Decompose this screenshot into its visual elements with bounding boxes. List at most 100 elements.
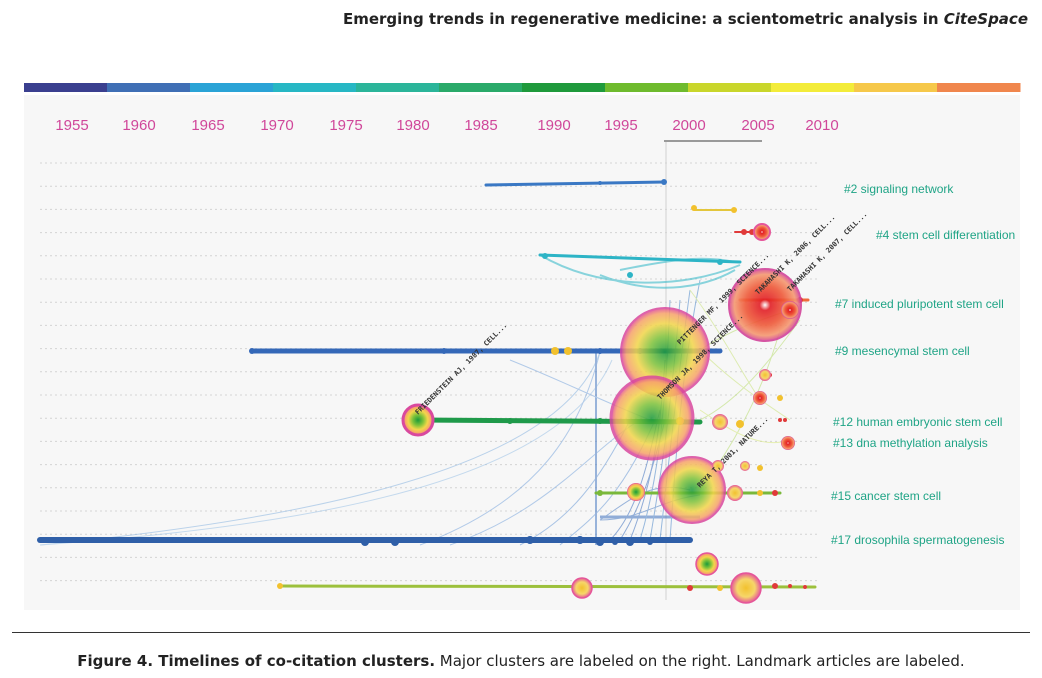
color-spectrum-bar (24, 83, 1021, 92)
year-label: 1995 (604, 117, 637, 134)
timeline-guides (40, 162, 820, 582)
spectrum-segment (605, 83, 689, 92)
node-row14 (712, 460, 724, 472)
node-cancer-large (658, 456, 726, 524)
node-dot (507, 418, 513, 424)
node-dot (662, 537, 668, 543)
year-axis: 1955 1960 1965 1970 1975 1980 1985 1990 1995 2000… (55, 117, 838, 134)
spectrum-segment (24, 83, 108, 92)
node-row18 (695, 552, 719, 576)
node-dot (597, 348, 603, 354)
node-iPSC-large (728, 268, 802, 342)
spectrum-segment (190, 83, 274, 92)
node-dot (783, 418, 787, 422)
spectrum-segment (439, 83, 523, 92)
caption-text: Major clusters are labeled on the right.… (435, 652, 965, 670)
node-dot (772, 490, 778, 496)
node-embryo-med (712, 414, 728, 430)
line-cluster-2 (484, 180, 666, 187)
node-dot (598, 181, 602, 185)
cluster-label: #13 dna methylation analysis (833, 436, 988, 450)
cluster-label: #7 induced pluripotent stem cell (835, 297, 1004, 311)
node-dot (717, 585, 723, 591)
node-dots (38, 179, 807, 591)
timeline-figure: 1955 1960 1965 1970 1975 1980 1985 1990 1995 2000… (24, 83, 1021, 604)
node-dot (788, 584, 792, 588)
caption-rule (12, 632, 1030, 633)
node-friedenstein (401, 403, 435, 437)
node-dot (551, 347, 559, 355)
node-dot (597, 418, 603, 424)
node-dot (38, 538, 42, 542)
node-dot (526, 536, 534, 544)
node-dna-meth (781, 436, 795, 450)
node-row11 (753, 391, 767, 405)
spectrum-segment (937, 83, 1021, 92)
spectrum-segment (356, 83, 440, 92)
node-dot (736, 420, 744, 428)
spectrum-segment (273, 83, 357, 92)
node-dot (741, 229, 747, 235)
node-dot (757, 490, 763, 496)
line-cluster-19 (278, 584, 817, 589)
header-title: Emerging trends in regenerative medicine… (343, 10, 1028, 28)
node-dot (803, 585, 807, 589)
year-label: 2000 (672, 117, 705, 134)
node-dot (687, 585, 693, 591)
node-dot (647, 539, 653, 545)
cluster-label: #4 stem cell differentiation (876, 228, 1015, 242)
spectrum-segment (107, 83, 191, 92)
cluster-label: #12 human embryonic stem cell (833, 415, 1002, 429)
node-dot (626, 538, 634, 546)
node-cancer-med (627, 483, 645, 501)
landmark-nodes (401, 223, 802, 604)
node-dot (777, 395, 783, 401)
node-dot (277, 583, 283, 589)
header-title-italic: CiteSpace (943, 10, 1028, 28)
cluster-label: #15 cancer stem cell (831, 489, 941, 503)
node-dot (557, 537, 563, 543)
year-label: 1970 (260, 117, 293, 134)
year-label: 1960 (122, 117, 155, 134)
node-row19-b (730, 572, 762, 604)
year-label: 1990 (537, 117, 570, 134)
cluster-labels: #2 signaling network #4 stem cell differe… (831, 182, 1015, 547)
cluster-label: #2 signaling network (844, 182, 954, 196)
node-dot (757, 465, 763, 471)
spectrum-segment (854, 83, 938, 92)
year-label: 1975 (329, 117, 362, 134)
node-dot (627, 272, 633, 278)
node-dot (681, 537, 687, 543)
year-label: 2005 (741, 117, 774, 134)
node-dot (778, 418, 782, 422)
spectrum-segment (688, 83, 772, 92)
caption-bold: Figure 4. Timelines of co-citation clust… (77, 652, 436, 670)
node-dot (457, 537, 463, 543)
node-dot (167, 537, 173, 543)
node-dot (249, 348, 255, 354)
node-dot (612, 539, 618, 545)
node-row14b (740, 461, 750, 471)
node-dot (731, 207, 737, 213)
node-dot (391, 538, 399, 546)
year-label: 1965 (191, 117, 224, 134)
node-embryonic-large (609, 375, 695, 461)
node-dot (564, 347, 572, 355)
node-cancer-med2 (727, 485, 743, 501)
spectrum-segment (522, 83, 606, 92)
line-cluster-6 (538, 253, 742, 264)
node-dot (772, 583, 778, 589)
node-dot (661, 179, 667, 185)
node-dot (596, 538, 604, 546)
node-dot (576, 536, 584, 544)
node-dot (542, 253, 548, 259)
year-label: 1985 (464, 117, 497, 134)
node-ipsc-red-2 (781, 301, 799, 319)
node-row19-a (571, 577, 593, 599)
node-dot (441, 348, 447, 354)
cluster-label: #9 mesencymal stem cell (835, 344, 970, 358)
node-dot (691, 205, 697, 211)
cluster-label: #17 drosophila spermatogenesis (831, 533, 1004, 547)
figure-caption: Figure 4. Timelines of co-citation clust… (0, 652, 1042, 670)
year-label: 1955 (55, 117, 88, 134)
